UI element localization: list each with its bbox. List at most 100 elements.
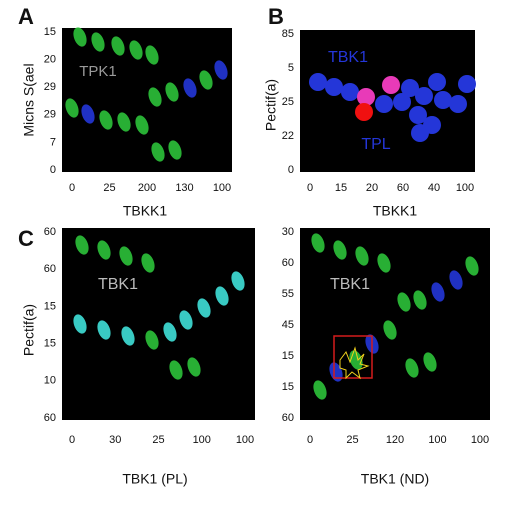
x-axis-label: TBK1 (ND) xyxy=(361,471,429,487)
x-tick-label: 130 xyxy=(175,182,193,194)
panel-letter: B xyxy=(268,4,284,29)
y-tick-label: 15 xyxy=(44,26,56,38)
image-panel xyxy=(300,228,490,420)
y-tick-label: 15 xyxy=(44,300,56,312)
x-tick-label: 0 xyxy=(307,182,313,194)
y-tick-label: 22 xyxy=(282,130,294,142)
x-tick-label: 25 xyxy=(103,182,115,194)
y-tick-label: 45 xyxy=(282,319,294,331)
panel-letter: C xyxy=(18,226,34,251)
cell xyxy=(355,246,369,266)
y-tick-label: 60 xyxy=(44,226,56,238)
y-tick-label: 60 xyxy=(282,257,294,269)
y-tick-label: 29 xyxy=(44,109,56,121)
cell xyxy=(168,140,182,160)
y-tick-label: 15 xyxy=(282,381,294,393)
cell xyxy=(215,286,229,306)
cell xyxy=(415,87,433,105)
cell xyxy=(145,330,159,350)
y-tick-label: 20 xyxy=(44,54,56,66)
cell xyxy=(375,95,393,113)
cell xyxy=(151,142,165,162)
y-tick-label: 85 xyxy=(282,28,294,40)
x-tick-label: 0 xyxy=(307,434,313,446)
x-tick-label: 200 xyxy=(138,182,156,194)
cell xyxy=(129,40,143,60)
cell xyxy=(91,32,105,52)
x-axis-label: TBKK1 xyxy=(123,203,168,219)
cell xyxy=(383,320,397,340)
x-tick-label: 15 xyxy=(335,182,347,194)
cell xyxy=(81,104,95,124)
x-tick-label: 20 xyxy=(366,182,378,194)
x-tick-label: 40 xyxy=(428,182,440,194)
y-axis-label: Micns S(ael xyxy=(21,63,37,136)
cell xyxy=(163,322,177,342)
cell xyxy=(409,106,427,124)
panel-annotation: TBK1 xyxy=(98,276,138,293)
cell xyxy=(148,87,162,107)
x-tick-label: 120 xyxy=(386,434,404,446)
x-tick-label: 100 xyxy=(193,434,211,446)
cell xyxy=(434,91,452,109)
cell xyxy=(187,357,201,377)
cell xyxy=(214,60,228,80)
roi-box xyxy=(333,335,373,379)
cell xyxy=(313,380,327,400)
cell xyxy=(169,360,183,380)
x-tick-label: 0 xyxy=(69,434,75,446)
y-tick-label: 0 xyxy=(288,164,294,176)
cell xyxy=(73,314,87,334)
y-tick-label: 0 xyxy=(50,164,56,176)
y-tick-label: 29 xyxy=(44,81,56,93)
cell xyxy=(377,253,391,273)
y-tick-label: 10 xyxy=(44,375,56,387)
trace xyxy=(339,346,370,380)
cell xyxy=(333,240,347,260)
cell xyxy=(183,78,197,98)
cell xyxy=(117,112,131,132)
cell xyxy=(141,253,155,273)
cell xyxy=(355,103,373,121)
cell xyxy=(382,76,400,94)
cell xyxy=(449,270,463,290)
y-tick-label: 15 xyxy=(44,338,56,350)
cell xyxy=(357,88,375,106)
y-tick-label: 7 xyxy=(50,136,56,148)
cell xyxy=(325,78,343,96)
y-tick-label: 60 xyxy=(44,263,56,275)
cell xyxy=(199,70,213,90)
cell xyxy=(231,271,245,291)
x-axis-label: TBKK1 xyxy=(373,203,418,219)
cell xyxy=(458,75,476,93)
cell xyxy=(197,298,211,318)
cell xyxy=(401,79,419,97)
y-axis-label: Pectif(a) xyxy=(21,304,37,356)
image-panel xyxy=(62,228,255,420)
cell xyxy=(135,115,149,135)
cell xyxy=(65,98,79,118)
cell xyxy=(73,27,87,47)
y-tick-label: 30 xyxy=(282,226,294,238)
x-tick-label: 25 xyxy=(346,434,358,446)
cell xyxy=(411,124,429,142)
x-tick-label: 60 xyxy=(397,182,409,194)
panel-annotation: TPK1 xyxy=(79,63,117,80)
cell xyxy=(449,95,467,113)
cell xyxy=(75,235,89,255)
panel-annotation: TBK1 xyxy=(330,276,370,293)
cell xyxy=(121,326,135,346)
x-tick-label: 30 xyxy=(109,434,121,446)
y-tick-label: 55 xyxy=(282,288,294,300)
y-tick-label: 25 xyxy=(282,96,294,108)
cell xyxy=(309,73,327,91)
y-tick-label: 60 xyxy=(44,412,56,424)
y-tick-label: 5 xyxy=(288,62,294,74)
x-tick-label: 100 xyxy=(213,182,231,194)
cell xyxy=(405,358,419,378)
cell xyxy=(165,82,179,102)
x-tick-label: 100 xyxy=(236,434,254,446)
x-axis-label: TBK1 (PL) xyxy=(122,471,187,487)
